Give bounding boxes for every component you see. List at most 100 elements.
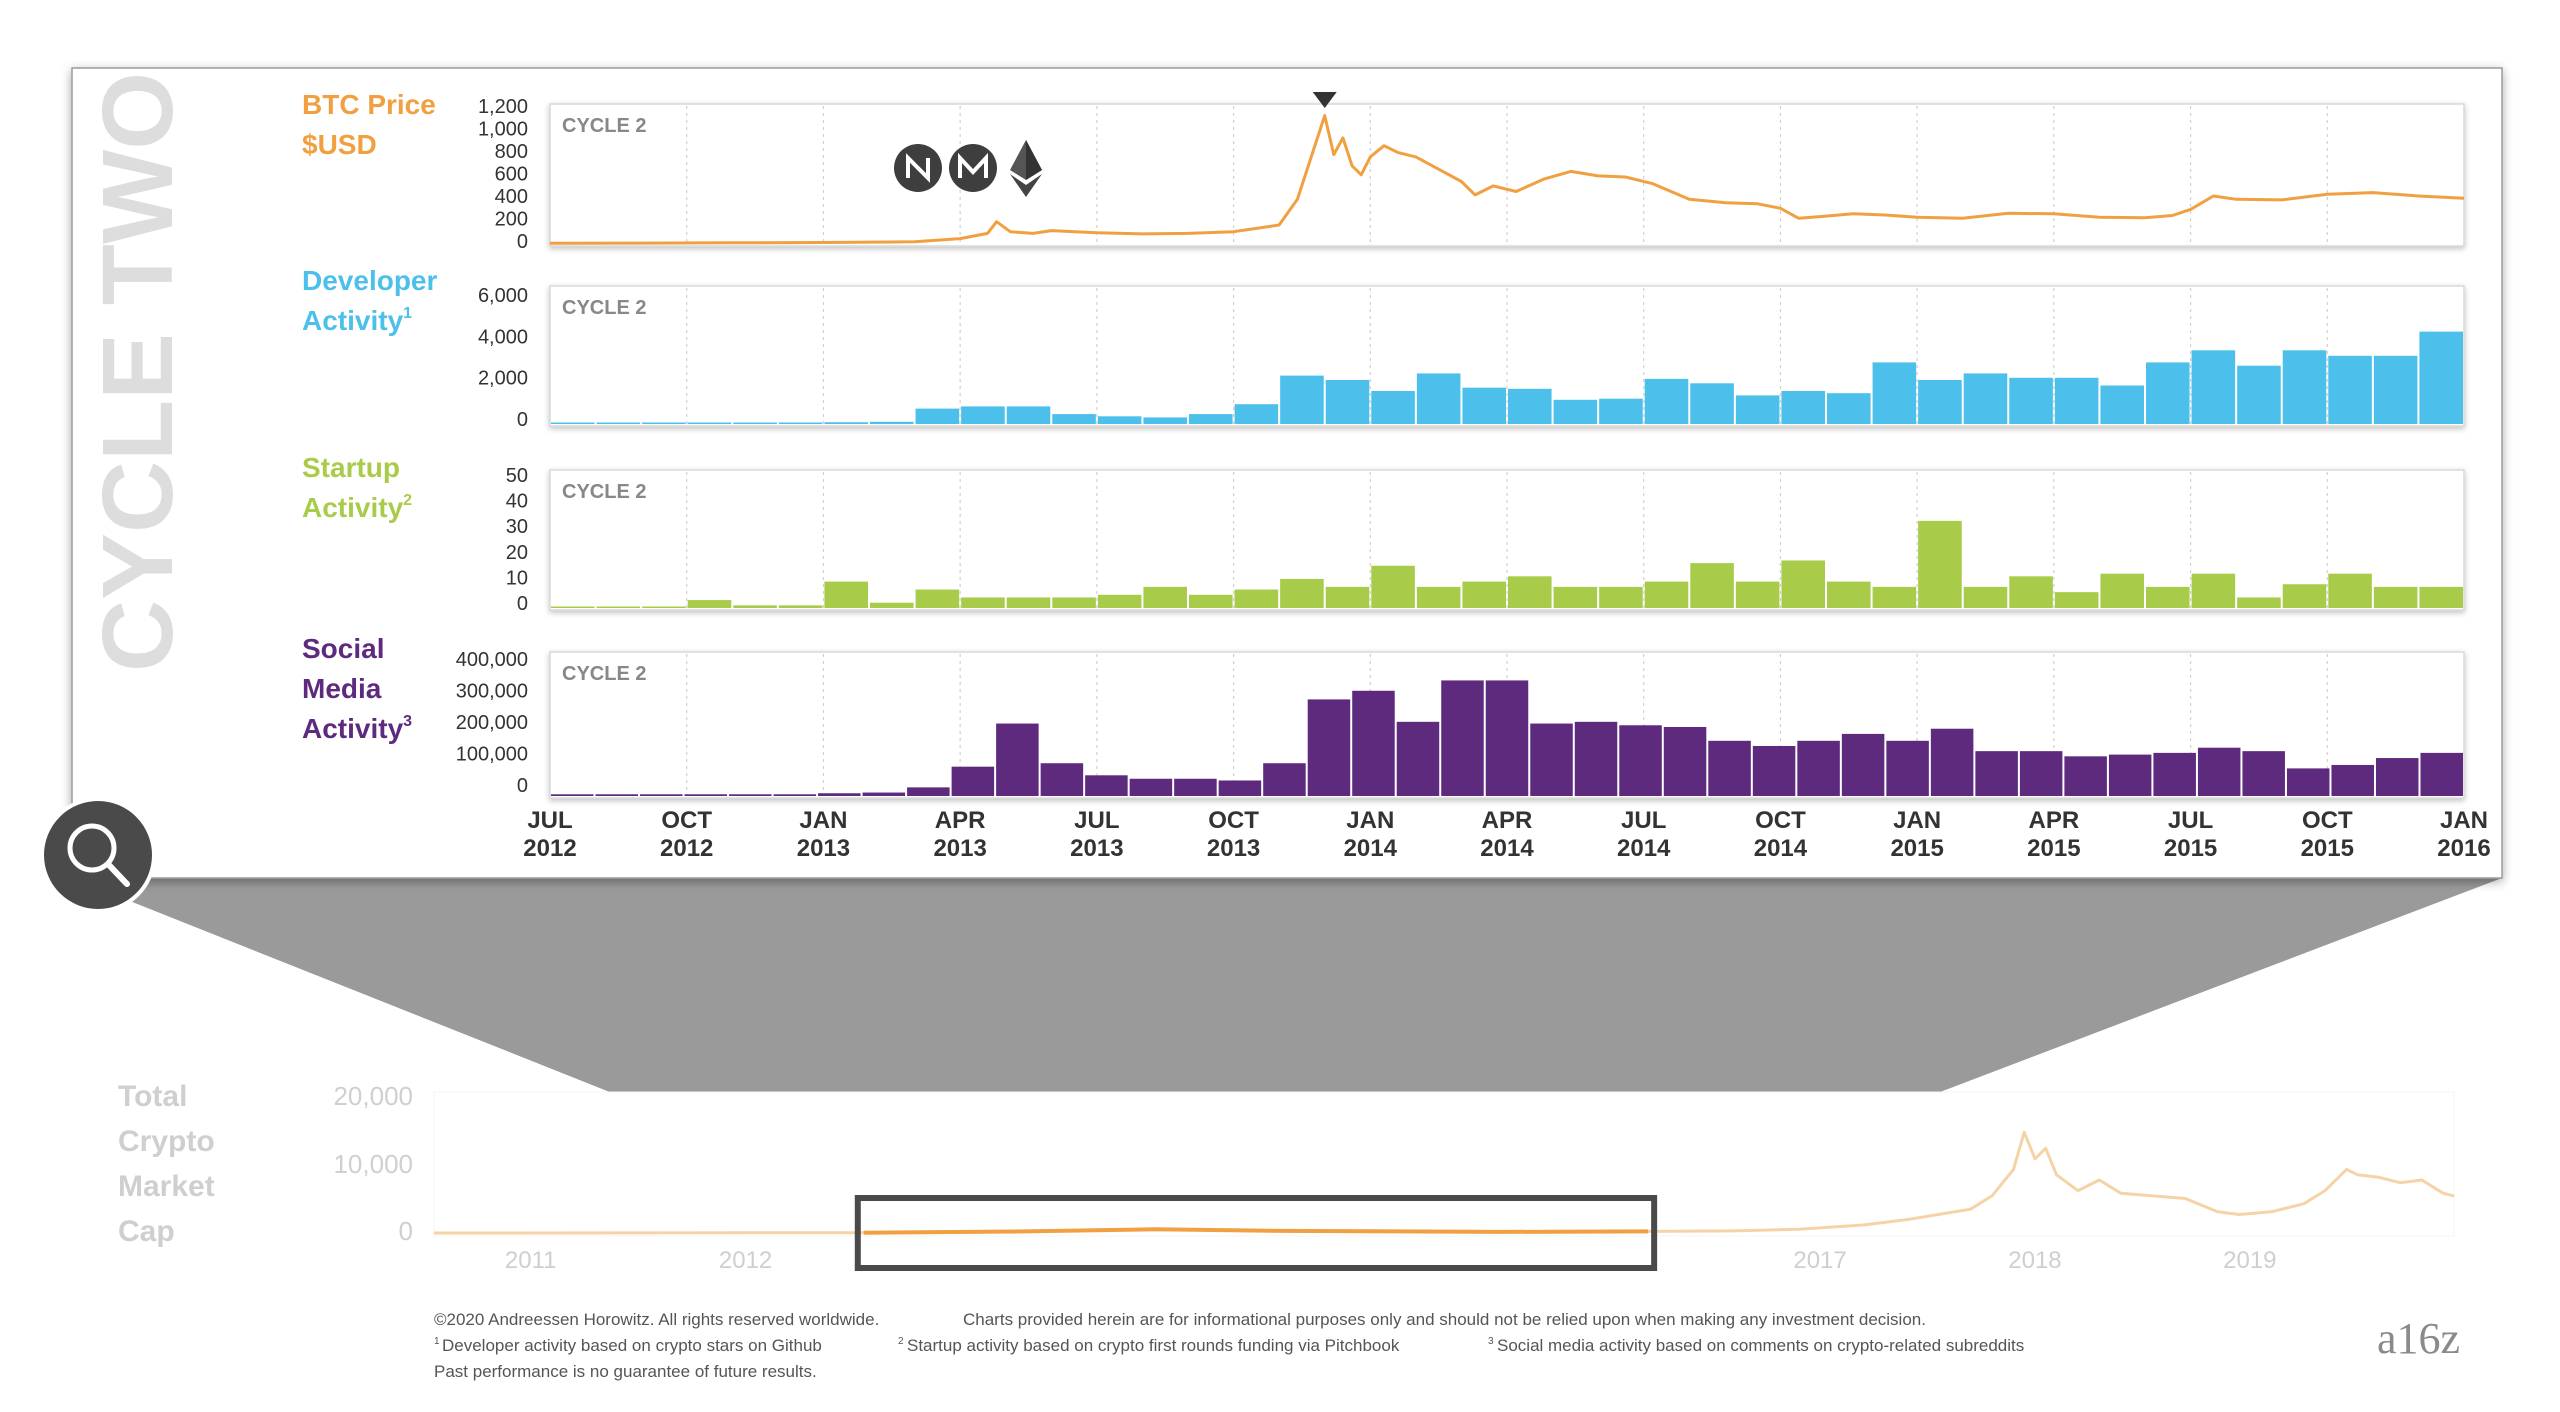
bar: [1644, 581, 1689, 608]
bar: [1085, 775, 1128, 796]
footer-disclaimer: Charts provided herein are for informati…: [963, 1310, 1926, 1329]
bar: [2146, 362, 2190, 424]
bar: [1325, 586, 1370, 608]
bar: [1097, 416, 1142, 424]
bar: [1416, 373, 1461, 424]
footer-note2-mark: 2: [898, 1336, 904, 1347]
market-plot-frame: [433, 1091, 2455, 1237]
bar: [1006, 597, 1051, 608]
x-tick-year: 2013: [1070, 835, 1123, 862]
bar: [2237, 365, 2281, 424]
bar: [2100, 385, 2144, 424]
bar: [1280, 578, 1324, 608]
bar: [2153, 752, 2196, 796]
bar: [996, 723, 1039, 796]
bar: [1599, 586, 1643, 608]
x-tick-month: JAN: [799, 807, 847, 834]
market-x-tick: 2018: [2008, 1247, 2061, 1274]
footer-note2: Startup activity based on crypto first r…: [907, 1336, 1400, 1355]
bar: [1530, 723, 1573, 796]
y-tick-label: 50: [506, 465, 528, 487]
bar: [1508, 576, 1552, 608]
bar: [551, 422, 595, 424]
bar: [1371, 565, 1415, 608]
bar: [1781, 391, 1825, 424]
peak-marker-icon: [1312, 92, 1337, 108]
bar: [961, 406, 1005, 424]
bar: [596, 422, 641, 424]
bar: [1872, 362, 1917, 424]
x-tick-month: APR: [1482, 807, 1533, 834]
zoom-selection-box[interactable]: [854, 1195, 1658, 1271]
magnifier-icon[interactable]: [40, 797, 156, 913]
bar: [642, 606, 686, 608]
footer-copyright: ©2020 Andreessen Horowitz. All rights re…: [434, 1310, 879, 1329]
y-tick-label: 10: [506, 567, 528, 589]
bar: [818, 793, 861, 796]
bar: [1735, 581, 1780, 608]
market-cap-chart: Total Crypto Market Cap 20,000 10,000 0 2011 201…: [118, 1080, 2455, 1274]
bar: [687, 600, 732, 608]
bar: [1781, 560, 1825, 608]
bar: [778, 605, 823, 608]
subchart-2: CYCLE 2 Developer Activity1 6,000 4,000 2,000…: [302, 265, 2465, 431]
bar: [1307, 699, 1351, 796]
bar: [1462, 387, 1506, 424]
bar: [640, 794, 683, 796]
x-tick-month: OCT: [2302, 807, 2353, 834]
footer: ©2020 Andreessen Horowitz. All rights re…: [434, 1310, 2024, 1381]
bar: [951, 766, 995, 796]
series-title: Social Media Activity3: [302, 633, 412, 744]
bar: [2191, 350, 2236, 424]
subchart-3: CYCLE 2 Startup Activity2 50 40 30 20 10 0: [302, 452, 2465, 615]
bar: [1690, 383, 1734, 424]
x-tick-year: 2015: [2027, 835, 2080, 862]
price-line: [549, 114, 2465, 245]
highlighted-line: [863, 1227, 1649, 1235]
bar: [2191, 573, 2236, 608]
bar: [2242, 751, 2285, 796]
bar: [862, 792, 906, 796]
y-tick-label: 300,000: [456, 681, 528, 703]
bar: [870, 421, 914, 424]
bar: [1574, 721, 1618, 796]
bar: [1827, 393, 1871, 424]
bar: [2019, 751, 2063, 796]
cycle-tag: CYCLE 2: [562, 663, 646, 685]
bar: [1872, 586, 1917, 608]
bar: [1827, 581, 1871, 608]
bar: [2328, 355, 2372, 424]
bar: [551, 794, 594, 796]
y-tick-label: 0: [517, 775, 528, 797]
bar: [684, 794, 728, 796]
bar: [2197, 747, 2241, 796]
bar: [1416, 586, 1461, 608]
bar: [1963, 586, 2008, 608]
bar: [2420, 752, 2463, 796]
bar: [2237, 597, 2281, 608]
bar: [1352, 690, 1395, 796]
x-tick-month: JAN: [2440, 807, 2488, 834]
bar: [1690, 563, 1734, 608]
bar: [2054, 592, 2099, 608]
bar: [1975, 751, 2018, 796]
x-axis-labels: JUL2012OCT2012JAN2013APR2013JUL2013OCT20…: [523, 807, 2490, 862]
y-tick-label: 0: [517, 409, 528, 431]
bar: [2108, 754, 2152, 796]
bar: [2373, 586, 2418, 608]
bar: [2146, 586, 2190, 608]
bar: [1508, 388, 1552, 424]
y-tick-label: 0: [517, 593, 528, 615]
bar: [1189, 414, 1233, 424]
footer-note3: Social media activity based on comments …: [1497, 1336, 2024, 1355]
bar: [1441, 680, 1484, 796]
x-tick-month: JUL: [527, 807, 572, 834]
footer-note1-mark: 1: [434, 1336, 440, 1347]
bar: [2373, 355, 2418, 424]
bar: [595, 794, 639, 796]
y-tick-label: 0: [517, 231, 528, 253]
x-tick-year: 2013: [933, 835, 986, 862]
bar: [642, 422, 686, 424]
bar: [961, 597, 1005, 608]
